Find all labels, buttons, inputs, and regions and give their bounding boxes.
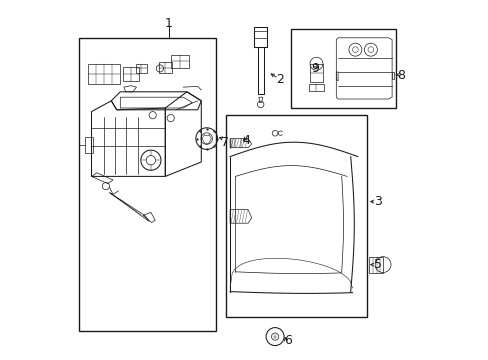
Text: 4: 4 [242, 134, 250, 147]
Text: 3: 3 [373, 195, 381, 208]
Text: 5: 5 [373, 258, 381, 271]
Text: 8: 8 [396, 69, 404, 82]
Text: 6: 6 [283, 334, 291, 347]
Text: 9: 9 [310, 62, 318, 75]
Text: 1: 1 [164, 17, 172, 30]
Text: 7: 7 [220, 136, 228, 149]
Text: 2: 2 [276, 73, 284, 86]
